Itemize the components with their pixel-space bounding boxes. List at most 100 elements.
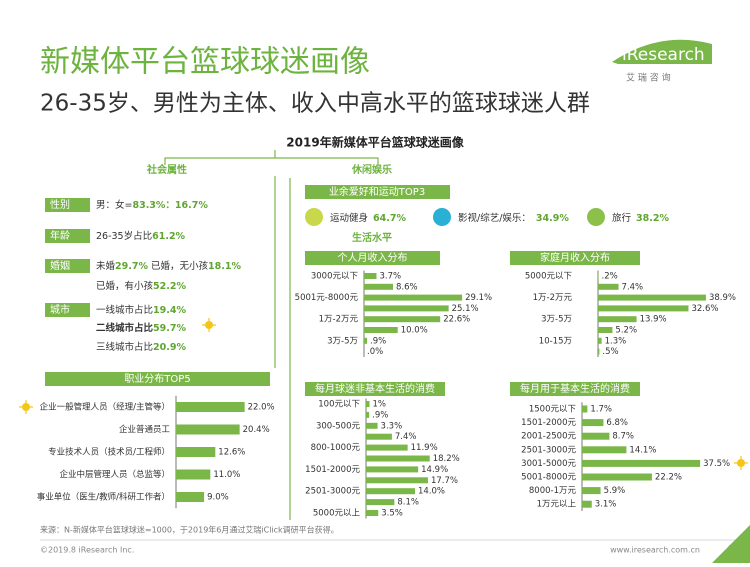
attr-line: 已婚，有小孩52.2% [96, 280, 186, 292]
category-label: 5001-8000元 [521, 473, 576, 483]
attr-label-box [45, 303, 90, 317]
bar [176, 469, 211, 480]
attr-text: 一线城市占比 [96, 304, 153, 316]
value-label: 22.6% [443, 315, 470, 325]
sun-icon [19, 318, 748, 470]
category-label: 800-1000元 [311, 443, 361, 453]
value-label: 20.4% [243, 425, 270, 435]
bar [366, 422, 378, 429]
attr-label: 性别 [50, 198, 70, 211]
logo-shape [612, 39, 712, 64]
value-label: 22.0% [248, 403, 275, 413]
chart-header [510, 251, 640, 265]
value-label: 14.1% [629, 445, 656, 455]
category-label: 专业技术人员（技术员/工程师） [48, 447, 170, 458]
category-label: 2501-3000元 [305, 487, 360, 497]
bar [366, 455, 430, 462]
bar [582, 500, 592, 508]
value-label: 32.6% [691, 304, 718, 314]
value-label: 3.5% [381, 509, 403, 519]
icon-film [433, 208, 451, 226]
hobby-value: 64.7% [373, 213, 406, 224]
bar [366, 510, 379, 516]
bar [366, 411, 370, 418]
value-label: 8.6% [396, 282, 418, 292]
bar [364, 327, 398, 333]
category-label: 8000-1万元 [529, 486, 577, 496]
category-label: 1万-2万元 [319, 315, 359, 325]
tree-lines [164, 150, 379, 520]
hobby-header [305, 185, 450, 199]
attr-value: 83.3%：16.7% [132, 200, 208, 211]
attr-line: 26-35岁占比61.2% [96, 230, 186, 242]
bar [582, 459, 701, 467]
page-subtitle: 26-35岁、男性为主体、收入中高水平的篮球球迷人群 [40, 91, 590, 117]
chart-title: 每月用于基本生活的消费 [520, 382, 630, 395]
bar [364, 316, 441, 323]
value-label: 11.0% [213, 470, 240, 480]
attr-line: 未婚29.7% 已婚，无小孩18.1% [96, 260, 241, 272]
chart-header [305, 251, 440, 265]
bar [598, 273, 599, 279]
hobby-value: 38.2% [636, 213, 669, 224]
value-label: 6.8% [606, 418, 628, 428]
bar [366, 466, 419, 473]
category-label: 2501-3000元 [521, 445, 576, 455]
value-label: 14.9% [421, 465, 448, 475]
value-label: 18.2% [433, 454, 460, 464]
bar [598, 294, 706, 301]
value-label: 7.4% [395, 432, 417, 442]
value-label: 3.7% [379, 272, 401, 282]
bar [598, 348, 600, 355]
attr-label-box [45, 259, 90, 273]
attr-value: 20.9% [153, 342, 186, 353]
bar [366, 401, 370, 407]
value-label: .5% [602, 347, 618, 357]
attr-line: 二线城市占比59.7% [96, 322, 186, 334]
attr-line: 三线城市占比20.9% [96, 341, 186, 353]
chart-title: 职业分布TOP5 [124, 373, 190, 385]
value-label: 3.3% [381, 421, 403, 431]
attr-value: 61.2% [152, 231, 185, 242]
attr-value: 18.1% [208, 261, 241, 272]
value-label: 7.4% [622, 282, 644, 292]
bar [364, 283, 393, 290]
hobby-text: 运动健身 [330, 212, 368, 224]
chart-header [510, 382, 640, 396]
bar [366, 499, 395, 506]
value-label: 8.1% [397, 498, 419, 508]
heading: 2019年新媒体平台篮球球迷画像 [286, 135, 464, 150]
attr-text: 未婚 [96, 260, 116, 272]
category-label: 1万元以上 [537, 500, 577, 510]
bar [366, 433, 392, 440]
bar [598, 283, 619, 290]
attr-line: 男：女=83.3%：16.7% [96, 199, 208, 211]
chart-title: 家庭月收入分布 [540, 251, 610, 264]
bar [582, 487, 601, 495]
page-corner [712, 525, 750, 563]
icon-travel [587, 208, 605, 226]
chart-header [305, 382, 445, 396]
page-number: 25 [728, 543, 742, 556]
bar [366, 444, 408, 451]
bar [582, 405, 588, 413]
value-label: 12.6% [218, 448, 245, 458]
category-label: 1501-2000元 [521, 418, 576, 428]
hobby: 影视/综艺/娱乐： 34.9% [458, 212, 569, 224]
bar [364, 294, 463, 301]
value-label: 5.9% [604, 486, 626, 496]
category-label: 10-15万 [539, 336, 572, 346]
hobby: 旅行 38.2% [612, 212, 669, 224]
value-label: 3.1% [595, 500, 617, 510]
attr-value: 59.7% [153, 323, 186, 334]
attr-text: 男：女= [96, 199, 132, 211]
hobby-text: 影视/综艺/娱乐： [458, 212, 531, 224]
url: www.iresearch.com.cn [610, 546, 700, 555]
attr-line: 一线城市占比19.4% [96, 304, 186, 316]
attr-label-box [45, 198, 90, 212]
leisure-title: 休闲娱乐 [351, 163, 392, 176]
category-label: 企业中层管理人员（总监等） [59, 469, 170, 480]
bar [176, 424, 240, 435]
category-label: 1501-2000元 [305, 465, 360, 475]
